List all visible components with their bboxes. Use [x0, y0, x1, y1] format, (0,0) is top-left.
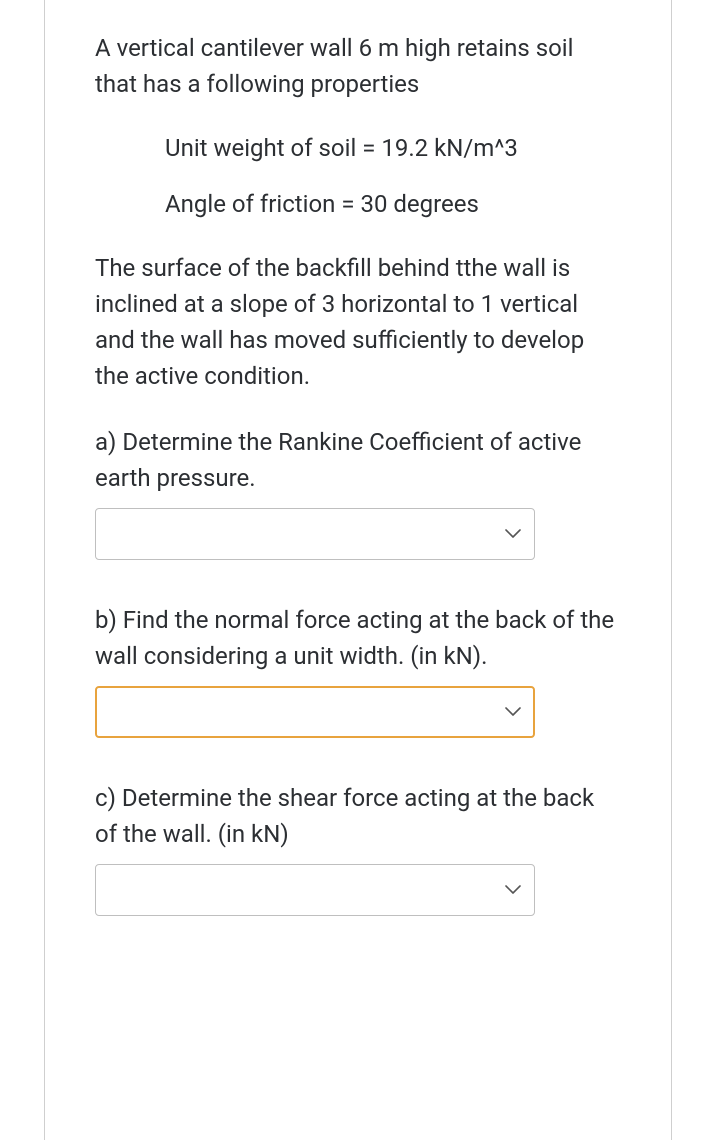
- question-a-block: a) Determine the Rankine Coefficient of …: [95, 424, 621, 560]
- select-wrapper-c: [95, 864, 535, 916]
- question-b-block: b) Find the normal force acting at the b…: [95, 602, 621, 738]
- select-wrapper-a: [95, 508, 535, 560]
- question-c-block: c) Determine the shear force acting at t…: [95, 780, 621, 916]
- answer-select-b[interactable]: [95, 686, 535, 738]
- select-wrapper-b: [95, 686, 535, 738]
- question-b-text: b) Find the normal force acting at the b…: [95, 602, 621, 674]
- question-a-text: a) Determine the Rankine Coefficient of …: [95, 424, 621, 496]
- intro-text: A vertical cantilever wall 6 m high reta…: [95, 30, 621, 102]
- answer-select-a[interactable]: [95, 508, 535, 560]
- description-text: The surface of the backfill behind tthe …: [95, 250, 621, 394]
- question-container: A vertical cantilever wall 6 m high reta…: [44, 0, 672, 1140]
- answer-select-c[interactable]: [95, 864, 535, 916]
- property-angle-friction: Angle of friction = 30 degrees: [95, 186, 621, 222]
- question-c-text: c) Determine the shear force acting at t…: [95, 780, 621, 852]
- property-unit-weight: Unit weight of soil = 19.2 kN/m^3: [95, 130, 621, 166]
